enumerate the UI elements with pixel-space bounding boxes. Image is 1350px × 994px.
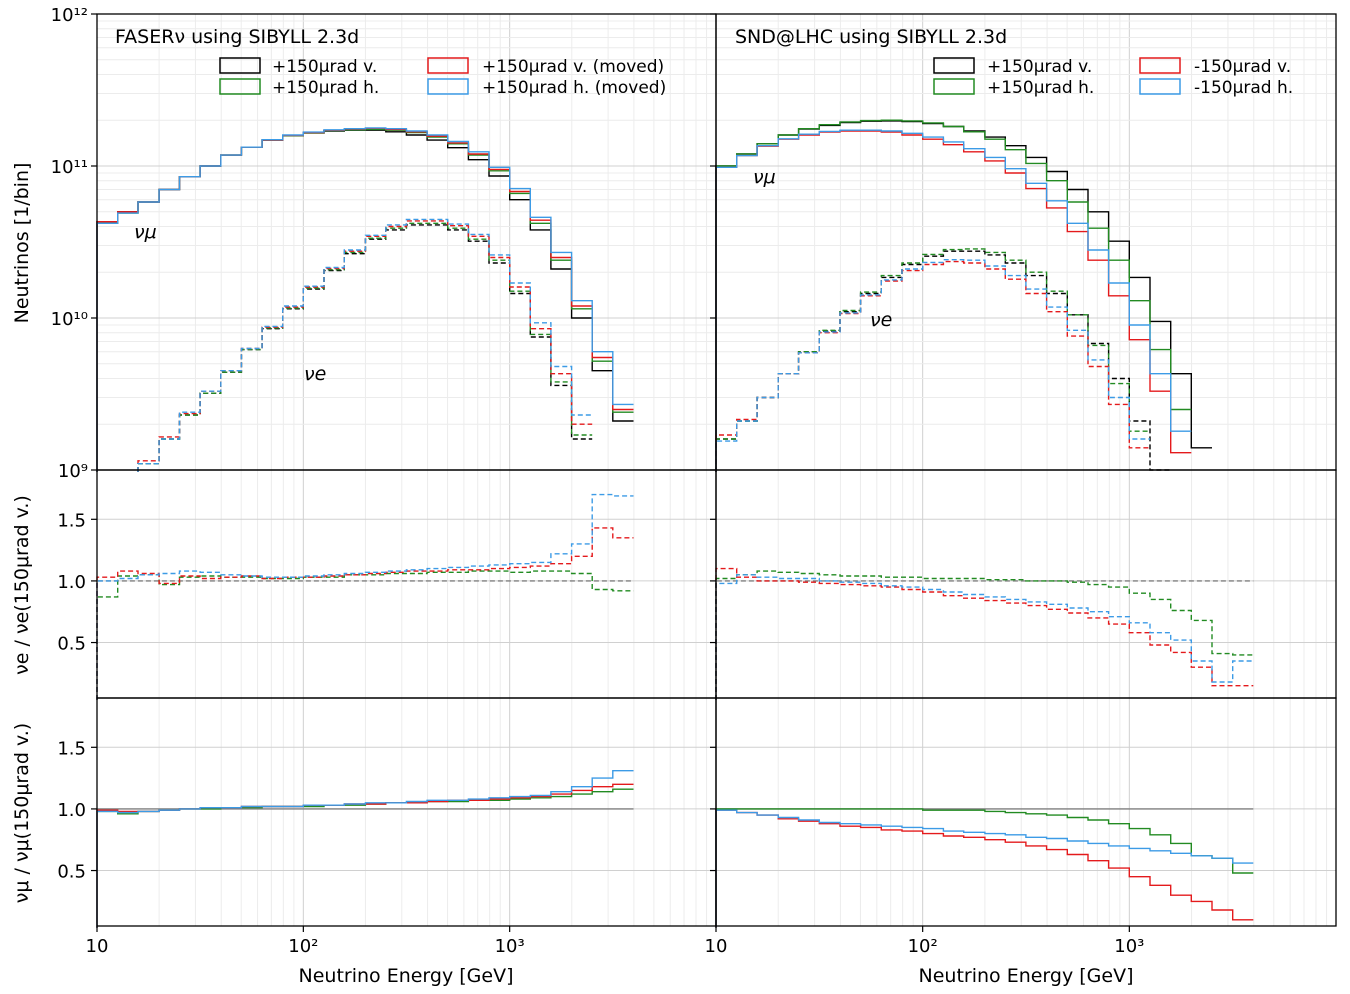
series-nue-1-4 xyxy=(716,251,1171,472)
panel-frame xyxy=(716,470,1336,698)
y-tick-label: 10¹² xyxy=(51,5,88,26)
y-axis-label-mid: νe / νe(150μrad v.) xyxy=(11,495,33,675)
y-axis-label-top: Neutrinos [1/bin] xyxy=(11,163,33,324)
x-axis-label-right: Neutrino Energy [GeV] xyxy=(919,965,1134,987)
legend-swatch xyxy=(220,79,260,94)
y-tick-label: 10¹¹ xyxy=(51,157,88,178)
y-tick-label: 0.5 xyxy=(57,634,86,655)
panel-frame xyxy=(97,470,716,698)
series-nue-1-7 xyxy=(716,260,1150,472)
y-tick-label: 10⁹ xyxy=(58,461,88,482)
series-nue-1-5 xyxy=(716,249,1150,472)
legend-label: +150μrad v. xyxy=(987,57,1092,77)
flux-label-nue-snd: νe xyxy=(870,309,892,331)
legend-label: -150μrad v. xyxy=(1194,57,1291,77)
legend-snd: +150μrad v. +150μrad h. -150μrad v. -150… xyxy=(934,57,1293,98)
x-axis-label-left: Neutrino Energy [GeV] xyxy=(299,965,514,987)
y-tick-label: 1.0 xyxy=(57,800,86,821)
flux-label-numu-snd: νμ xyxy=(753,166,776,188)
axis-ticks: 10 10² 10³ 10 10² 10³ 10⁹ 10¹⁰ 10¹¹ 10¹² 0.5 1.0 1.5… xyxy=(51,5,1145,957)
x-tick-label: 10² xyxy=(288,936,318,957)
x-tick-label: 10 xyxy=(86,936,109,957)
data-series xyxy=(97,120,1253,928)
panel-frame xyxy=(97,698,716,926)
flux-label-nue-faser: νe xyxy=(304,363,326,385)
y-tick-label: 1.5 xyxy=(57,510,86,531)
legend-label: -150μrad h. xyxy=(1194,78,1293,98)
legend-label: +150μrad h. xyxy=(987,78,1094,98)
legend-swatch xyxy=(934,79,974,94)
series-nue-1-6 xyxy=(716,262,1150,472)
x-tick-label: 10³ xyxy=(495,936,525,957)
legend-label: +150μrad v. (moved) xyxy=(482,57,664,77)
y-tick-label: 1.5 xyxy=(57,738,86,759)
legend-faser: +150μrad v. +150μrad h. +150μrad v. (mov… xyxy=(220,57,666,98)
panel-title-faser: FASERν using SIBYLL 2.3d xyxy=(115,26,359,48)
legend-label: +150μrad h. xyxy=(272,78,379,98)
y-tick-label: 10¹⁰ xyxy=(51,309,88,330)
legend-label: +150μrad h. (moved) xyxy=(482,78,666,98)
panel-title-snd: SND@LHC using SIBYLL 2.3d xyxy=(735,26,1007,48)
y-axis-label-bot: νμ / νμ(150μrad v.) xyxy=(11,723,33,903)
legend-swatch xyxy=(1140,79,1180,94)
x-tick-label: 10³ xyxy=(1114,936,1144,957)
series-numu-1-0 xyxy=(716,121,1212,472)
legend-label: +150μrad v. xyxy=(272,57,377,77)
x-tick-label: 10² xyxy=(908,936,938,957)
y-tick-label: 1.0 xyxy=(57,572,86,593)
flux-label-numu-faser: νμ xyxy=(134,221,157,243)
x-tick-label: 10 xyxy=(705,936,728,957)
y-tick-label: 0.5 xyxy=(57,862,86,883)
